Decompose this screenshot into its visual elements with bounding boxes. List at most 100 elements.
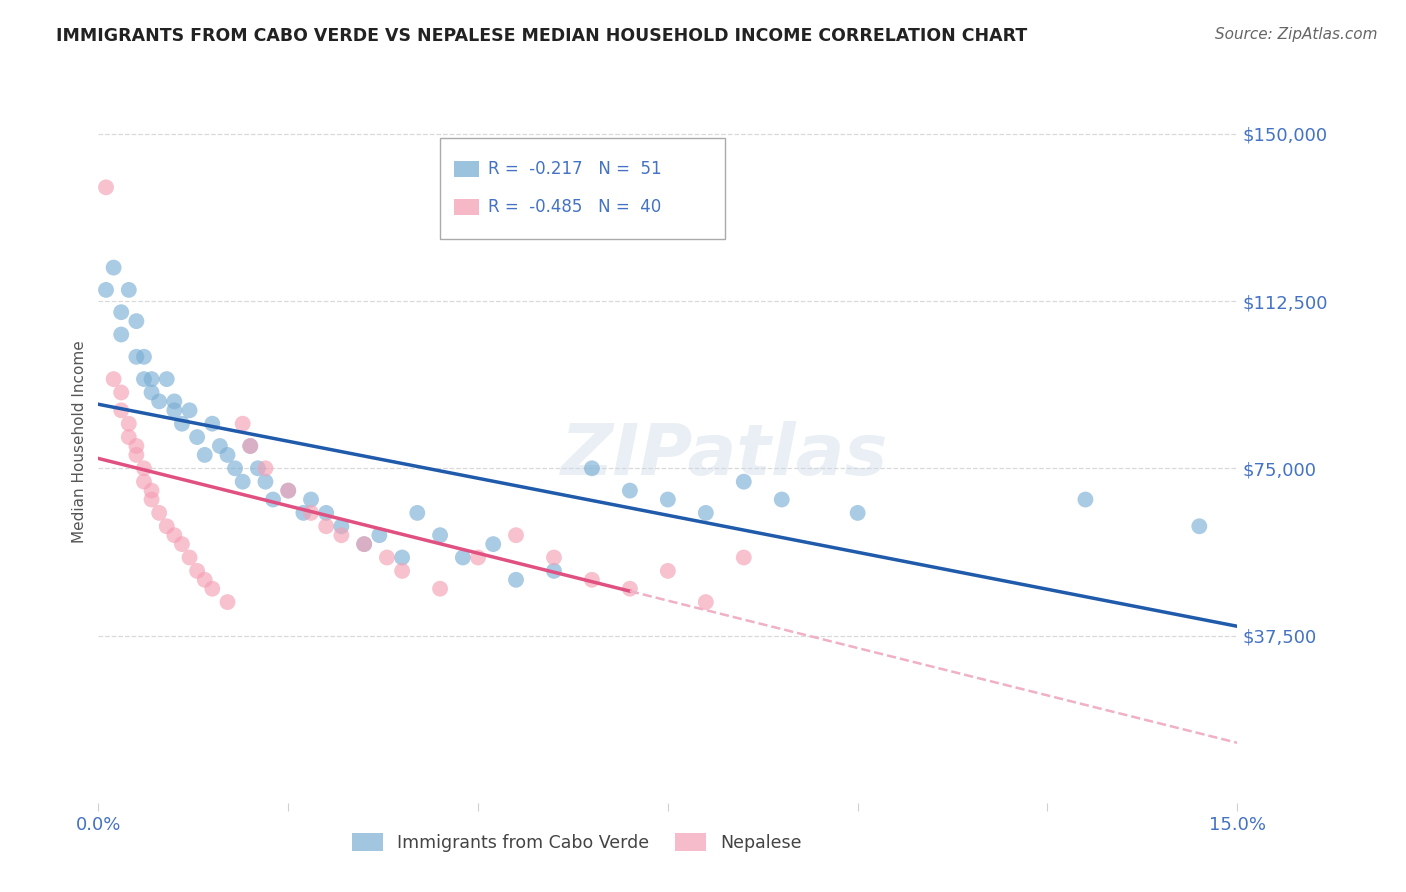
Point [330, 519, 353, 533]
Point [186, 564, 208, 578]
Point [94, 283, 117, 297]
FancyBboxPatch shape [440, 138, 725, 239]
Point [406, 506, 429, 520]
Point [201, 417, 224, 431]
Point [125, 448, 148, 462]
Point [148, 506, 170, 520]
Point [1074, 492, 1097, 507]
Point [132, 461, 155, 475]
Point [118, 430, 141, 444]
Point [770, 492, 793, 507]
Point [429, 582, 451, 596]
Point [201, 582, 224, 596]
Point [254, 475, 277, 489]
Point [505, 528, 527, 542]
Point [132, 372, 155, 386]
Point [125, 439, 148, 453]
Point [94, 180, 117, 194]
Point [619, 582, 641, 596]
Point [733, 550, 755, 565]
Point [148, 394, 170, 409]
Point [179, 550, 201, 565]
Point [292, 506, 315, 520]
Point [141, 385, 163, 400]
Text: Source: ZipAtlas.com: Source: ZipAtlas.com [1215, 27, 1378, 42]
Point [375, 550, 398, 565]
Point [262, 492, 284, 507]
Point [194, 573, 217, 587]
Point [163, 528, 186, 542]
Point [232, 475, 254, 489]
Point [208, 439, 231, 453]
Point [353, 537, 375, 551]
Point [163, 403, 186, 417]
Point [125, 314, 148, 328]
Bar [454, 200, 479, 215]
Point [391, 564, 413, 578]
Point [619, 483, 641, 498]
Point [110, 403, 132, 417]
Point [543, 564, 565, 578]
Point [254, 461, 277, 475]
Point [657, 564, 679, 578]
Point [132, 350, 155, 364]
Point [141, 492, 163, 507]
Point [657, 492, 679, 507]
Point [239, 439, 262, 453]
Point [194, 448, 217, 462]
Point [505, 573, 527, 587]
Point [110, 327, 132, 342]
Point [170, 417, 193, 431]
Point [103, 260, 125, 275]
Point [429, 528, 451, 542]
Point [581, 461, 603, 475]
Point [217, 448, 239, 462]
Point [353, 537, 375, 551]
Point [846, 506, 869, 520]
Point [246, 461, 269, 475]
Bar [454, 161, 479, 178]
Point [733, 475, 755, 489]
Point [315, 506, 337, 520]
Point [141, 372, 163, 386]
Point [391, 550, 413, 565]
Point [277, 483, 299, 498]
Point [299, 492, 322, 507]
Point [232, 417, 254, 431]
Point [299, 506, 322, 520]
Text: IMMIGRANTS FROM CABO VERDE VS NEPALESE MEDIAN HOUSEHOLD INCOME CORRELATION CHART: IMMIGRANTS FROM CABO VERDE VS NEPALESE M… [56, 27, 1028, 45]
Point [103, 372, 125, 386]
Point [277, 483, 299, 498]
Point [118, 417, 141, 431]
Point [451, 550, 474, 565]
Point [141, 483, 163, 498]
Point [543, 550, 565, 565]
Y-axis label: Median Household Income: Median Household Income [72, 340, 87, 543]
Point [217, 595, 239, 609]
Point [110, 385, 132, 400]
Point [125, 350, 148, 364]
Text: ZIPatlas: ZIPatlas [561, 422, 889, 491]
Point [156, 519, 179, 533]
Point [110, 305, 132, 319]
Point [118, 283, 141, 297]
Point [315, 519, 337, 533]
Point [163, 394, 186, 409]
Point [239, 439, 262, 453]
Point [695, 506, 717, 520]
Point [482, 537, 505, 551]
Point [224, 461, 246, 475]
Point [179, 403, 201, 417]
Point [368, 528, 391, 542]
Point [1188, 519, 1211, 533]
Point [170, 537, 193, 551]
Point [132, 475, 155, 489]
Text: R =  -0.485   N =  40: R = -0.485 N = 40 [488, 198, 661, 217]
Point [156, 372, 179, 386]
Legend: Immigrants from Cabo Verde, Nepalese: Immigrants from Cabo Verde, Nepalese [344, 827, 808, 859]
Point [695, 595, 717, 609]
Point [330, 528, 353, 542]
Point [186, 430, 208, 444]
Text: R =  -0.217   N =  51: R = -0.217 N = 51 [488, 161, 662, 178]
Point [467, 550, 489, 565]
